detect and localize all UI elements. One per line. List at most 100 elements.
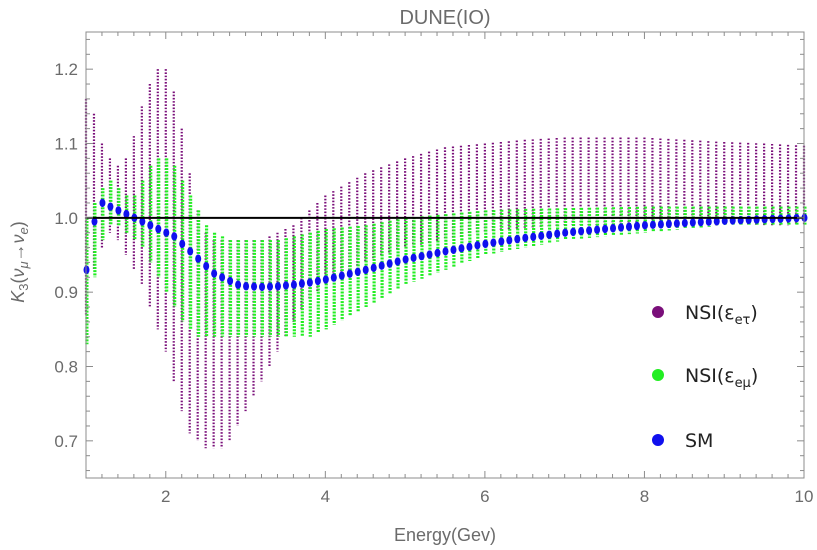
legend-label: NSI(εeμ): [685, 365, 758, 391]
sm-point: [554, 229, 561, 238]
x-axis: 2 4 6 8 10: [85, 32, 814, 506]
sm-point: [482, 239, 489, 249]
sm-point: [346, 269, 353, 278]
y-tick-label: 1.1: [54, 135, 78, 154]
sm-point: [259, 282, 266, 292]
sm-point: [442, 247, 449, 256]
sm-point: [235, 280, 242, 289]
y-axis-title: K3(νμ→νe): [8, 221, 31, 303]
x-tick-label: 4: [321, 487, 330, 506]
y-tick-label: 1.2: [54, 60, 78, 79]
sm-point: [657, 220, 664, 229]
sm-point: [386, 259, 393, 268]
sm-point: [689, 218, 696, 227]
sm-point: [362, 265, 369, 275]
sm-point: [394, 257, 401, 266]
sm-point: [697, 217, 704, 227]
sm-point: [338, 271, 345, 280]
sm-point: [578, 227, 585, 236]
y-tick-label: 0.8: [54, 358, 78, 377]
sm-point: [322, 275, 329, 284]
sm-point: [434, 248, 441, 258]
legend-marker: [652, 306, 664, 318]
sm-point: [402, 255, 409, 264]
x-tick-label: 8: [640, 487, 649, 506]
sm-point: [641, 221, 648, 230]
x-tick-label: 10: [795, 487, 814, 506]
x-tick-label: 2: [161, 487, 170, 506]
legend-marker: [652, 369, 664, 381]
sm-point: [266, 282, 273, 291]
sm-point: [274, 282, 281, 291]
y-tick-label: 1.0: [54, 209, 78, 228]
legend-label: SM: [685, 430, 713, 452]
y-axis-title-sub: 3: [16, 284, 31, 291]
x-tick-label: 6: [480, 487, 489, 506]
sm-point: [458, 244, 465, 253]
chart-title: DUNE(IO): [399, 7, 490, 29]
sm-point: [498, 237, 505, 246]
sm-point: [466, 242, 473, 252]
sm-point: [179, 239, 186, 249]
sm-point: [314, 276, 321, 286]
sm-point: [570, 227, 577, 237]
legend-marker: [652, 434, 664, 446]
legend: NSI(εeτ) NSI(εeμ) SM: [652, 302, 758, 452]
sm-point: [594, 225, 601, 234]
sm-point: [514, 234, 521, 244]
sm-point: [753, 215, 760, 224]
sm-point: [163, 228, 170, 237]
sm-point: [506, 236, 513, 245]
sm-point: [490, 238, 497, 247]
sm-point: [354, 267, 361, 276]
y-tick-label: 0.7: [54, 432, 78, 451]
sm-point: [474, 241, 481, 250]
sm-point: [203, 261, 210, 271]
sm-point: [211, 269, 218, 278]
sm-point: [618, 223, 625, 232]
sm-point: [418, 251, 425, 261]
sm-point: [761, 215, 768, 224]
svg-text:K3(νμ→νe): K3(νμ→νe): [8, 221, 31, 303]
sm-point: [522, 233, 529, 243]
sm-point: [546, 230, 553, 239]
sm-point: [139, 217, 146, 226]
sm-point: [243, 282, 250, 291]
sm-point: [713, 217, 720, 226]
sm-point: [195, 254, 202, 263]
sm-point: [227, 276, 234, 286]
sm-point: [610, 224, 617, 233]
sm-point: [370, 263, 377, 272]
sm-point: [219, 273, 226, 282]
y-axis-title-k: K: [8, 290, 28, 303]
sm-point: [306, 278, 313, 287]
sm-point: [530, 232, 537, 242]
sm-point: [681, 218, 688, 228]
sm-point: [562, 228, 569, 237]
legend-label: NSI(εeτ): [685, 302, 758, 328]
sm-point: [115, 206, 122, 215]
sm-point: [586, 226, 593, 235]
plot-frame: [85, 31, 805, 479]
sm-point: [538, 231, 545, 241]
sm-point: [450, 245, 457, 254]
sm-point: [330, 273, 337, 282]
sm-point: [298, 279, 305, 288]
sm-point: [91, 217, 98, 226]
sm-point: [705, 217, 712, 226]
y-tick-label: 0.9: [54, 283, 78, 302]
sm-point: [107, 202, 114, 211]
sm-point: [649, 220, 656, 230]
plot-marks: [83, 69, 808, 449]
sm-point: [378, 261, 385, 270]
sm-point: [410, 253, 417, 263]
sm-point: [665, 219, 672, 229]
sm-point: [633, 221, 640, 231]
y-axis: 0.7 0.8 0.9 1.0 1.1 1.2: [54, 38, 804, 472]
sm-point: [602, 224, 609, 234]
sm-point: [155, 224, 162, 234]
sm-point: [625, 222, 632, 231]
sm-point: [769, 214, 776, 224]
sm-point: [673, 219, 680, 228]
